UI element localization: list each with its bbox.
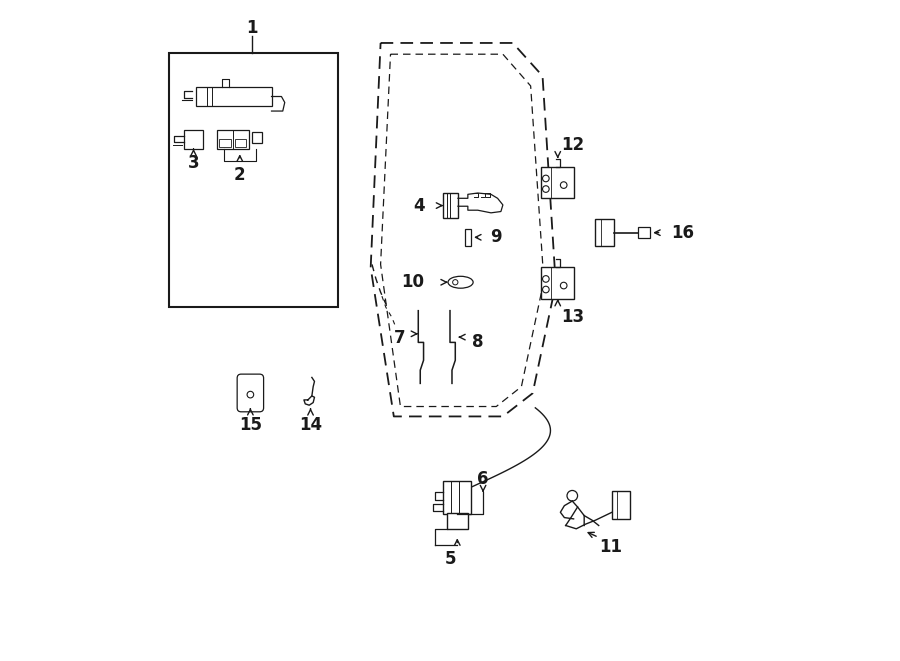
- Text: 12: 12: [562, 136, 584, 155]
- Bar: [444, 193, 458, 218]
- Bar: [464, 229, 472, 246]
- Bar: [541, 167, 574, 198]
- Bar: [638, 227, 651, 238]
- Text: 1: 1: [246, 19, 257, 38]
- Bar: [612, 491, 631, 519]
- Text: 5: 5: [445, 549, 455, 568]
- Text: 14: 14: [299, 416, 322, 434]
- Text: 7: 7: [393, 329, 405, 348]
- Text: 4: 4: [413, 196, 425, 215]
- Bar: [184, 130, 203, 149]
- Text: 15: 15: [238, 416, 262, 434]
- Bar: [219, 139, 230, 147]
- Text: 10: 10: [401, 273, 424, 292]
- Bar: [195, 87, 272, 106]
- Circle shape: [567, 490, 578, 501]
- Text: 13: 13: [562, 308, 584, 327]
- Text: 2: 2: [234, 166, 246, 184]
- Text: 8: 8: [472, 332, 484, 351]
- Bar: [446, 513, 468, 529]
- Ellipse shape: [448, 276, 473, 288]
- Bar: [596, 219, 614, 246]
- Text: 3: 3: [188, 154, 199, 173]
- Bar: [252, 132, 262, 143]
- Bar: [541, 267, 574, 299]
- Bar: [444, 481, 472, 514]
- Text: 9: 9: [490, 228, 501, 247]
- Text: 16: 16: [671, 223, 695, 242]
- FancyBboxPatch shape: [238, 374, 264, 412]
- Bar: [217, 130, 249, 149]
- Text: 6: 6: [477, 470, 489, 488]
- Bar: [235, 139, 247, 147]
- Bar: [169, 53, 338, 307]
- Text: 11: 11: [599, 537, 622, 556]
